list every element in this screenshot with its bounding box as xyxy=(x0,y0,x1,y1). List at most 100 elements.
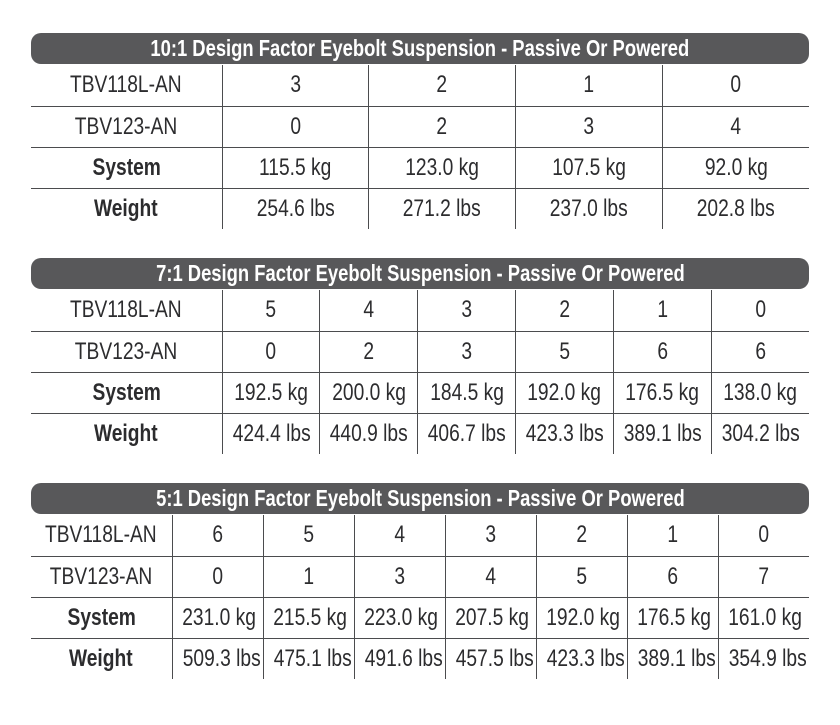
cell-value: 115.5 kg xyxy=(259,153,332,181)
table-row: Weight 254.6 lbs 271.2 lbs 237.0 lbs 202.8 l… xyxy=(31,188,809,229)
value-cell: 6 xyxy=(171,515,263,557)
value-cell: 3 xyxy=(221,65,369,107)
design-factor-table: 5:1 Design Factor Eyebolt Suspension - P… xyxy=(31,483,809,679)
value-cell: 389.1 lbs xyxy=(612,413,712,454)
cell-value: 423.3 lbs xyxy=(525,419,604,447)
cell-value: 389.1 lbs xyxy=(623,419,702,447)
value-cell: 115.5 kg xyxy=(221,147,369,189)
row-label-cell: System xyxy=(31,372,222,414)
row-label: System xyxy=(92,378,161,406)
cell-value: 6 xyxy=(212,521,223,549)
cell-value: 6 xyxy=(656,337,668,365)
cell-value: 1 xyxy=(667,521,678,549)
value-cell: 271.2 lbs xyxy=(368,188,516,229)
cell-value: 6 xyxy=(667,562,678,590)
value-cell: 5 xyxy=(221,290,320,332)
cell-value: 423.3 lbs xyxy=(546,644,625,672)
cell-value: 3 xyxy=(485,521,496,549)
cell-value: 4 xyxy=(363,296,375,324)
cell-value: 440.9 lbs xyxy=(330,419,408,447)
cell-value: 161.0 kg xyxy=(727,603,802,631)
value-cell: 0 xyxy=(221,331,320,373)
value-cell: 3 xyxy=(417,290,516,332)
row-label: Weight xyxy=(69,644,134,672)
row-label-cell: TBV118L-AN xyxy=(31,290,222,332)
row-label: TBV123-AN xyxy=(75,337,178,365)
cell-value: 223.0 kg xyxy=(363,603,438,631)
cell-value: 2 xyxy=(559,296,570,324)
cell-value: 4 xyxy=(730,112,742,140)
design-factor-table: 10:1 Design Factor Eyebolt Suspension - … xyxy=(31,33,809,229)
value-cell: 475.1 lbs xyxy=(262,638,354,679)
row-label-cell: Weight xyxy=(31,638,172,679)
value-cell: 389.1 lbs xyxy=(626,638,718,679)
table-row: TBV123-AN 0 2 3 5 6 6 xyxy=(31,331,809,373)
design-factor-spec-sheet: 10:1 Design Factor Eyebolt Suspension - … xyxy=(31,33,809,679)
cell-value: 475.1 lbs xyxy=(273,644,352,672)
value-cell: 4 xyxy=(319,290,418,332)
cell-value: 92.0 kg xyxy=(704,153,768,181)
cell-value: 200.0 kg xyxy=(331,378,406,406)
cell-value: 0 xyxy=(265,337,277,365)
cell-value: 354.9 lbs xyxy=(728,644,807,672)
row-label: TBV118L-AN xyxy=(45,521,158,549)
cell-value: 2 xyxy=(363,337,375,365)
cell-value: 192.0 kg xyxy=(545,603,620,631)
table-row: Weight 424.4 lbs 440.9 lbs 406.7 lbs 423.3 l… xyxy=(31,413,809,454)
cell-value: 2 xyxy=(576,521,587,549)
cell-value: 3 xyxy=(461,337,472,365)
cell-value: 107.5 kg xyxy=(552,153,626,181)
value-cell: 3 xyxy=(444,515,536,557)
cell-value: 0 xyxy=(758,521,770,549)
table-title: 5:1 Design Factor Eyebolt Suspension - P… xyxy=(155,484,685,511)
cell-value: 3 xyxy=(461,296,472,324)
value-cell: 192.5 kg xyxy=(221,372,320,414)
table-row: System 192.5 kg 200.0 kg 184.5 kg 192.0 kg 17… xyxy=(31,372,809,414)
cell-value: 3 xyxy=(394,562,405,590)
value-cell: 2 xyxy=(514,290,614,332)
value-cell: 123.0 kg xyxy=(368,147,516,189)
value-cell: 138.0 kg xyxy=(710,372,809,414)
row-label: Weight xyxy=(94,419,159,447)
value-cell: 1 xyxy=(612,290,712,332)
cell-value: 2 xyxy=(436,112,448,140)
cell-value: 202.8 lbs xyxy=(696,194,775,222)
cell-value: 176.5 kg xyxy=(636,603,711,631)
value-cell: 231.0 kg xyxy=(171,597,263,639)
table-title-bar: 7:1 Design Factor Eyebolt Suspension - P… xyxy=(31,258,809,289)
cell-value: 3 xyxy=(290,71,301,99)
table-row: TBV118L-AN 6 5 4 3 2 1 0 xyxy=(31,515,809,557)
cell-value: 424.4 lbs xyxy=(232,419,311,447)
row-label-cell: TBV123-AN xyxy=(31,106,222,148)
value-cell: 176.5 kg xyxy=(626,597,718,639)
cell-value: 4 xyxy=(485,562,496,590)
row-label: TBV118L-AN xyxy=(70,296,183,324)
value-cell: 223.0 kg xyxy=(353,597,445,639)
cell-value: 3 xyxy=(583,112,595,140)
cell-value: 231.0 kg xyxy=(181,603,256,631)
value-cell: 161.0 kg xyxy=(717,597,809,639)
cell-value: 0 xyxy=(754,296,766,324)
row-label-cell: TBV118L-AN xyxy=(31,515,172,557)
value-cell: 423.3 lbs xyxy=(535,638,627,679)
cell-value: 176.5 kg xyxy=(625,378,700,406)
value-cell: 202.8 lbs xyxy=(661,188,809,229)
table-row: Weight 509.3 lbs 475.1 lbs 491.6 lbs 457.5 l… xyxy=(31,638,809,679)
value-cell: 1 xyxy=(626,515,718,557)
cell-value: 7 xyxy=(758,562,770,590)
value-cell: 5 xyxy=(535,556,627,598)
value-cell: 2 xyxy=(368,106,516,148)
value-cell: 4 xyxy=(661,106,809,148)
row-label: System xyxy=(67,603,136,631)
cell-value: 138.0 kg xyxy=(723,378,798,406)
value-cell: 0 xyxy=(710,290,809,332)
value-cell: 5 xyxy=(262,515,354,557)
value-cell: 440.9 lbs xyxy=(319,413,418,454)
value-cell: 5 xyxy=(514,331,614,373)
cell-value: 4 xyxy=(394,521,405,549)
table-title-bar: 5:1 Design Factor Eyebolt Suspension - P… xyxy=(31,483,809,514)
table-title: 7:1 Design Factor Eyebolt Suspension - P… xyxy=(155,259,685,286)
value-cell: 0 xyxy=(661,65,809,107)
value-cell: 1 xyxy=(262,556,354,598)
cell-value: 304.2 lbs xyxy=(721,419,800,447)
